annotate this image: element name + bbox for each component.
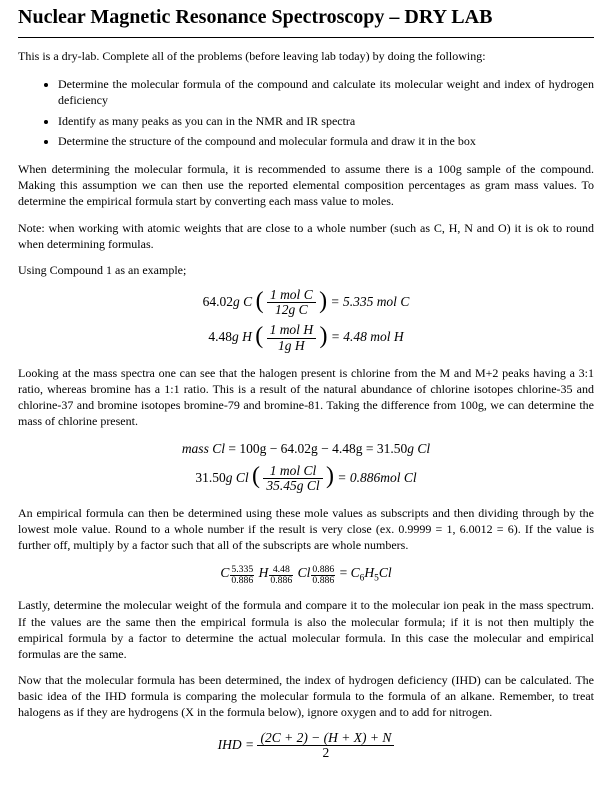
example-paragraph: Using Compound 1 as an example; — [18, 262, 594, 278]
eq-text: = 5.335 mol C — [330, 294, 409, 309]
eq-text: 64.02 — [203, 294, 233, 309]
eq-text: Cl — [298, 565, 311, 580]
equation-empirical-formula: C5.3350.886 H4.480.886 Cl0.8860.886 = C6… — [18, 564, 594, 586]
assumption-paragraph: When determining the molecular formula, … — [18, 161, 594, 210]
eq-numerator: 1 mol C — [267, 288, 316, 303]
eq-text: = 100g − 64.02g − 4.48g = 31.50 — [225, 441, 407, 456]
eq-numerator: (2C + 2) − (H + X) + N — [257, 731, 394, 746]
eq-sub-den: 0.886 — [269, 576, 293, 586]
eq-denominator: 35.45g Cl — [263, 479, 322, 493]
eq-denominator: 2 — [257, 746, 394, 760]
eq-text: C — [351, 565, 360, 580]
eq-numerator: 1 mol Cl — [263, 464, 322, 479]
page-title: Nuclear Magnetic Resonance Spectroscopy … — [18, 0, 594, 38]
list-item: Identify as many peaks as you can in the… — [58, 111, 594, 131]
molecular-paragraph: Lastly, determine the molecular weight o… — [18, 597, 594, 662]
eq-text: Cl — [379, 565, 392, 580]
empirical-paragraph: An empirical formula can then be determi… — [18, 505, 594, 554]
task-list: Determine the molecular formula of the c… — [58, 74, 594, 151]
eq-text: g C — [233, 294, 256, 309]
eq-numerator: 1 mol H — [267, 323, 317, 338]
eq-denominator: 1g H — [267, 339, 317, 353]
equation-mole-carbon-hydrogen: 64.02g C ( 1 mol C12g C ) = 5.335 mol C … — [18, 288, 594, 353]
eq-text: 4.48 — [208, 329, 232, 344]
eq-text: = 0.886mol Cl — [337, 469, 416, 484]
eq-sub-den: 0.886 — [311, 576, 335, 586]
eq-text: C — [220, 565, 229, 580]
eq-text: g H — [232, 329, 255, 344]
eq-text: = 4.48 mol H — [331, 329, 404, 344]
eq-text: = — [340, 565, 351, 580]
list-item: Determine the structure of the compound … — [58, 131, 594, 151]
eq-text: H — [259, 565, 269, 580]
halogen-paragraph: Looking at the mass spectra one can see … — [18, 365, 594, 430]
equation-mass-chlorine: mass Cl = 100g − 64.02g − 4.48g = 31.50g… — [18, 440, 594, 494]
ihd-paragraph: Now that the molecular formula has been … — [18, 672, 594, 721]
eq-denominator: 12g C — [267, 303, 316, 317]
intro-paragraph: This is a dry-lab. Complete all of the p… — [18, 48, 594, 64]
eq-text: g Cl — [226, 469, 252, 484]
eq-sub-den: 0.886 — [230, 576, 254, 586]
eq-text: 31.50 — [195, 469, 225, 484]
eq-text: mass Cl — [182, 441, 225, 456]
equation-ihd: IHD = (2C + 2) − (H + X) + N2 — [18, 731, 594, 760]
eq-text: g Cl — [407, 441, 430, 456]
eq-text: H — [364, 565, 374, 580]
list-item: Determine the molecular formula of the c… — [58, 74, 594, 110]
eq-text: IHD = — [218, 736, 258, 751]
note-paragraph: Note: when working with atomic weights t… — [18, 220, 594, 252]
